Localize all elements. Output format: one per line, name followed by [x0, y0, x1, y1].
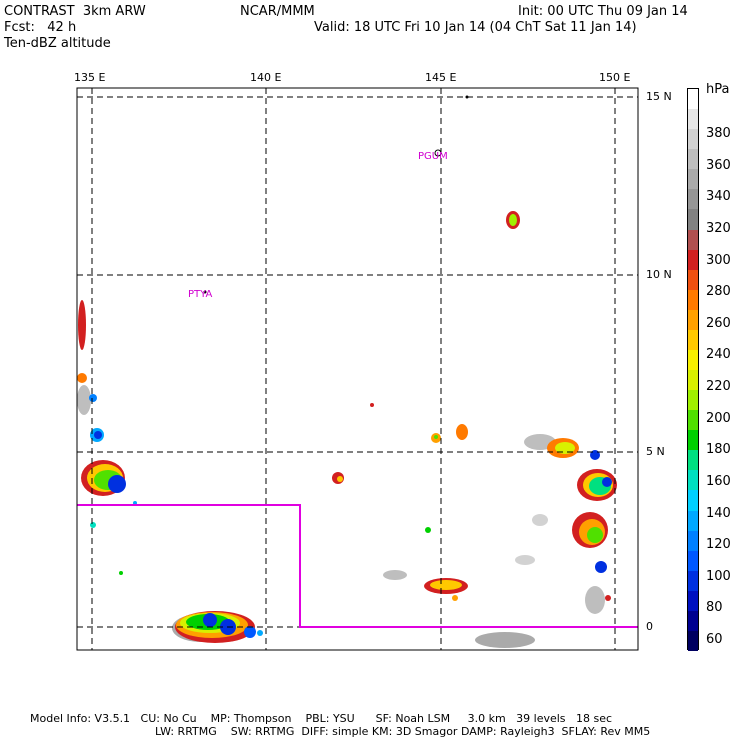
- init-time: Init: 00 UTC Thu 09 Jan 14: [518, 4, 688, 19]
- colorbar-swatch: [688, 169, 698, 190]
- colorbar-label: 140: [706, 505, 731, 521]
- lon-label-140: 140 E: [250, 71, 282, 84]
- lat-label-10n: 10 N: [646, 268, 672, 281]
- lat-label-5n: 5 N: [646, 445, 665, 458]
- forecast-hour: Fcst: 42 h: [4, 20, 77, 35]
- colorbar-label: 280: [706, 284, 731, 300]
- nest-domain-box: [77, 504, 638, 628]
- station-pgum-marker: [434, 149, 442, 157]
- colorbar-label: 380: [706, 126, 731, 141]
- colorbar-swatch: [688, 430, 698, 451]
- center-label: NCAR/MMM: [240, 4, 315, 19]
- colorbar-swatch: [688, 410, 698, 431]
- colorbar-swatch: [688, 450, 698, 471]
- colorbar-swatch: [688, 269, 698, 291]
- lat-label-0: 0: [646, 620, 653, 633]
- colorbar-label: 300: [706, 252, 731, 268]
- colorbar-swatch: [688, 530, 698, 552]
- valid-time: Valid: 18 UTC Fri 10 Jan 14 (04 ChT Sat …: [314, 20, 637, 35]
- colorbar-label: 120: [706, 537, 731, 553]
- colorbar-label: 260: [706, 315, 731, 331]
- colorbar: [687, 88, 699, 652]
- model-info-line1: Model Info: V3.5.1 CU: No Cu MP: Thompso…: [30, 712, 613, 725]
- colorbar-swatch: [688, 189, 698, 210]
- colorbar-label: 100: [706, 568, 731, 584]
- colorbar-label: 320: [706, 220, 731, 236]
- colorbar-swatch: [688, 89, 698, 110]
- model-info-line2: LW: RRTMG SW: RRTMG DIFF: simple KM: 3D …: [155, 725, 651, 738]
- colorbar-swatch: [688, 490, 698, 511]
- field-name: Ten-dBZ altitude: [4, 36, 111, 51]
- colorbar-swatch: [688, 550, 698, 572]
- colorbar-swatch: [688, 249, 698, 271]
- colorbar-unit: hPa: [706, 82, 730, 97]
- colorbar-swatch: [688, 590, 698, 612]
- colorbar-swatch: [688, 109, 698, 130]
- colorbar-label: 60: [706, 632, 723, 647]
- colorbar-label: 360: [706, 157, 731, 173]
- colorbar-swatch: [688, 610, 698, 632]
- colorbar-label: 220: [706, 379, 731, 394]
- colorbar-label: 180: [706, 442, 731, 458]
- colorbar-swatch: [688, 510, 698, 532]
- colorbar-swatch: [688, 329, 698, 351]
- colorbar-label: 160: [706, 473, 731, 489]
- colorbar-swatch: [688, 129, 698, 150]
- colorbar-swatch: [688, 149, 698, 170]
- colorbar-swatch: [688, 349, 698, 371]
- lon-label-135: 135 E: [74, 71, 106, 84]
- colorbar-label: 240: [706, 347, 731, 363]
- lat-label-15n: 15 N: [646, 90, 672, 103]
- station-label-pgum: PGUM: [418, 151, 448, 162]
- colorbar-swatch: [688, 570, 698, 592]
- colorbar-swatch: [688, 229, 698, 251]
- station-label-ptya: PTYA: [188, 289, 213, 300]
- plot-frame: [76, 87, 639, 651]
- colorbar-swatch: [688, 630, 698, 652]
- lon-label-145: 145 E: [425, 71, 457, 84]
- colorbar-swatch: [688, 309, 698, 331]
- colorbar-label: 340: [706, 189, 731, 205]
- echo-field: [77, 95, 617, 648]
- colorbar-swatch: [688, 370, 698, 391]
- colorbar-label: 200: [706, 410, 731, 426]
- station-ptya-marker: [203, 290, 207, 294]
- colorbar-swatch: [688, 209, 698, 230]
- colorbar-swatch: [688, 470, 698, 491]
- lon-label-150: 150 E: [599, 71, 631, 84]
- colorbar-swatch: [688, 289, 698, 311]
- model-title: CONTRAST 3km ARW: [4, 4, 146, 19]
- colorbar-label: 80: [706, 600, 723, 616]
- graticule: [77, 88, 638, 650]
- colorbar-swatch: [688, 390, 698, 411]
